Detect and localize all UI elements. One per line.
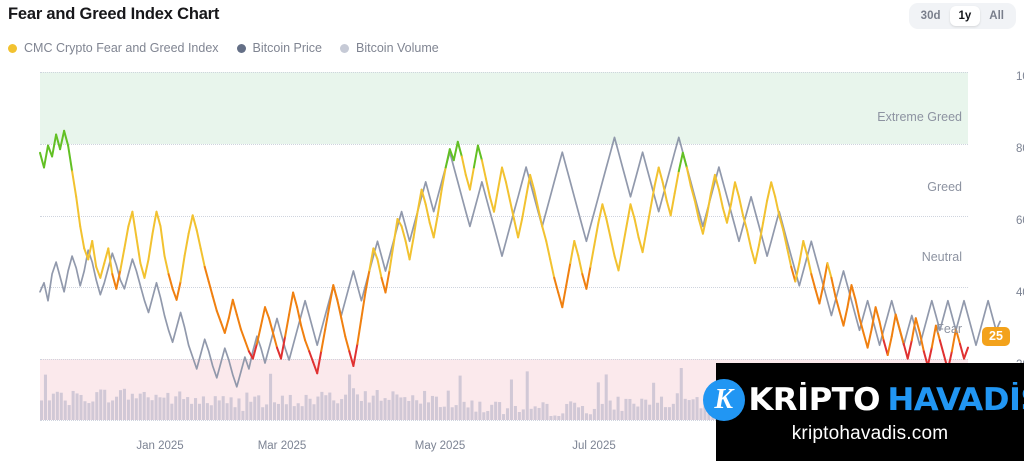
watermark-url: kriptohavadis.com — [791, 423, 949, 444]
x-tick-may-2025: May 2025 — [414, 440, 466, 452]
gridline-100 — [40, 72, 968, 73]
gridline-80 — [40, 144, 968, 145]
watermark-brand: KRİPTO HAVADİS — [748, 382, 1024, 418]
y-right-tick-80: 80 — [1016, 143, 1024, 155]
legend-label-volume: Bitcoin Volume — [356, 41, 439, 55]
x-tick-jul-2025: Jul 2025 — [572, 440, 616, 452]
current-value-badge: 25 — [982, 327, 1010, 346]
gridline-20 — [40, 359, 968, 360]
page-title: Fear and Greed Index Chart — [8, 5, 220, 23]
brand-word-havadis: HAVADİS — [887, 382, 1024, 418]
range-button-all[interactable]: All — [980, 6, 1013, 26]
legend-dot-volume-icon — [340, 43, 350, 53]
x-tick-jan-2025: Jan 2025 — [136, 440, 184, 452]
x-tick-mar-2025: Mar 2025 — [257, 440, 307, 452]
logo-letter: K — [714, 384, 734, 415]
legend-dot-index-icon — [8, 43, 17, 53]
zone-label-neutral: Neutral — [921, 250, 962, 264]
legend-label-price: Bitcoin Price — [252, 41, 323, 55]
zone-label-fear: Fear — [936, 322, 962, 336]
widget-header: Fear and Greed Index Chart 30d 1y All — [0, 0, 1024, 34]
range-button-30d[interactable]: 30d — [912, 6, 950, 26]
y-right-tick-40: 40 — [1016, 287, 1024, 299]
y-right-tick-100: 100 — [1016, 71, 1024, 83]
gridline-60 — [40, 216, 968, 217]
y-right-tick-60: 60 — [1016, 215, 1024, 227]
gridline-baseline — [40, 420, 968, 421]
band-extreme-greed — [40, 72, 968, 144]
zone-label-greed: Greed — [927, 180, 962, 194]
watermark-brand-row: K KRİPTO HAVADİS — [702, 379, 1024, 421]
gridline-40 — [40, 287, 968, 288]
legend-item-index[interactable]: CMC Crypto Fear and Greed Index — [8, 41, 219, 55]
legend-item-volume[interactable]: Bitcoin Volume — [340, 41, 439, 55]
range-selector[interactable]: 30d 1y All — [908, 3, 1016, 29]
kriptohavadis-logo-icon: K — [702, 379, 745, 421]
range-button-1y[interactable]: 1y — [949, 6, 981, 26]
legend-label-index: CMC Crypto Fear and Greed Index — [24, 41, 219, 55]
legend-dot-price-icon — [236, 43, 246, 53]
chart-legend: CMC Crypto Fear and Greed Index Bitcoin … — [8, 38, 439, 58]
watermark-overlay: K KRİPTO HAVADİS kriptohavadis.com — [702, 363, 1024, 461]
zone-label-extreme-greed: Extreme Greed — [877, 110, 962, 124]
legend-item-price[interactable]: Bitcoin Price — [236, 41, 323, 55]
brand-word-kripto: KRİPTO — [748, 382, 880, 418]
